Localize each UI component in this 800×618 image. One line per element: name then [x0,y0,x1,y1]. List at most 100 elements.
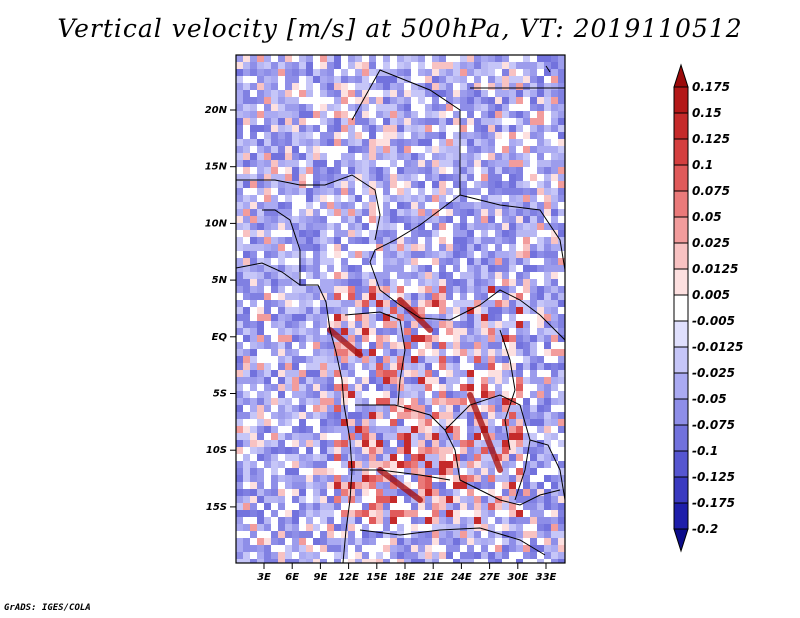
field-cell [404,230,411,237]
field-cell [257,370,264,377]
field-cell [264,384,271,391]
field-cell [250,496,257,503]
field-cell [285,125,292,132]
field-cell [278,328,285,335]
field-cell [551,489,558,496]
field-cell [250,377,257,384]
field-cell [376,223,383,230]
field-cell [264,125,271,132]
field-cell [313,482,320,489]
field-cell [362,209,369,216]
field-cell [432,62,439,69]
field-cell [425,132,432,139]
field-cell [551,538,558,545]
field-cell [530,447,537,454]
field-cell [397,146,404,153]
field-cell [460,440,467,447]
field-cell [383,328,390,335]
field-cell [376,447,383,454]
field-cell [243,328,250,335]
field-cell [523,244,530,251]
field-cell [418,363,425,370]
field-cell [327,279,334,286]
field-cell [425,69,432,76]
field-cell [271,307,278,314]
field-cell [306,482,313,489]
field-cell [250,503,257,510]
field-cell [271,314,278,321]
field-cell [502,97,509,104]
field-cell [362,230,369,237]
field-cell [236,545,243,552]
field-cell [327,286,334,293]
field-cell [502,454,509,461]
field-cell [474,377,481,384]
field-cell [376,181,383,188]
field-cell [271,391,278,398]
field-cell [453,321,460,328]
field-cell [432,531,439,538]
field-cell [460,391,467,398]
colorbar-label: 0.05 [692,210,722,224]
field-cell [495,559,502,563]
field-cell [516,104,523,111]
field-cell [537,538,544,545]
field-cell [453,265,460,272]
field-cell [236,461,243,468]
field-cell [404,447,411,454]
field-cell [341,244,348,251]
field-cell [411,237,418,244]
colorbar-top-arrow [673,63,689,88]
field-cell [551,440,558,447]
field-cell [446,265,453,272]
field-cell [397,216,404,223]
field-cell [327,83,334,90]
field-cell [369,125,376,132]
field-cell [418,97,425,104]
field-cell [383,552,390,559]
field-cell [313,272,320,279]
field-cell [299,398,306,405]
field-cell [474,223,481,230]
field-cell [299,293,306,300]
field-cell [355,265,362,272]
field-cell [243,293,250,300]
field-cell [327,125,334,132]
field-cell [544,97,551,104]
field-cell [313,251,320,258]
field-cell [257,97,264,104]
field-cell [362,223,369,230]
field-cell [299,258,306,265]
field-cell [257,496,264,503]
field-cell [474,104,481,111]
field-cell [383,391,390,398]
field-cell [278,447,285,454]
field-cell [243,244,250,251]
field-cell [432,188,439,195]
field-cell [446,405,453,412]
field-cell [551,531,558,538]
field-cell [481,293,488,300]
field-cell [327,349,334,356]
field-cell [334,258,341,265]
field-cell [474,496,481,503]
field-cell [537,55,544,62]
field-cell [236,531,243,538]
field-cell [481,461,488,468]
field-cell [236,118,243,125]
field-cell [509,76,516,83]
field-cell [446,503,453,510]
field-cell [376,307,383,314]
field-cell [474,146,481,153]
field-cell [516,503,523,510]
field-cell [327,258,334,265]
field-cell [530,293,537,300]
field-cell [236,258,243,265]
field-cell [537,251,544,258]
field-cell [432,370,439,377]
field-cell [376,335,383,342]
field-cell [530,279,537,286]
field-cell [411,482,418,489]
field-cell [397,370,404,377]
field-cell [236,97,243,104]
